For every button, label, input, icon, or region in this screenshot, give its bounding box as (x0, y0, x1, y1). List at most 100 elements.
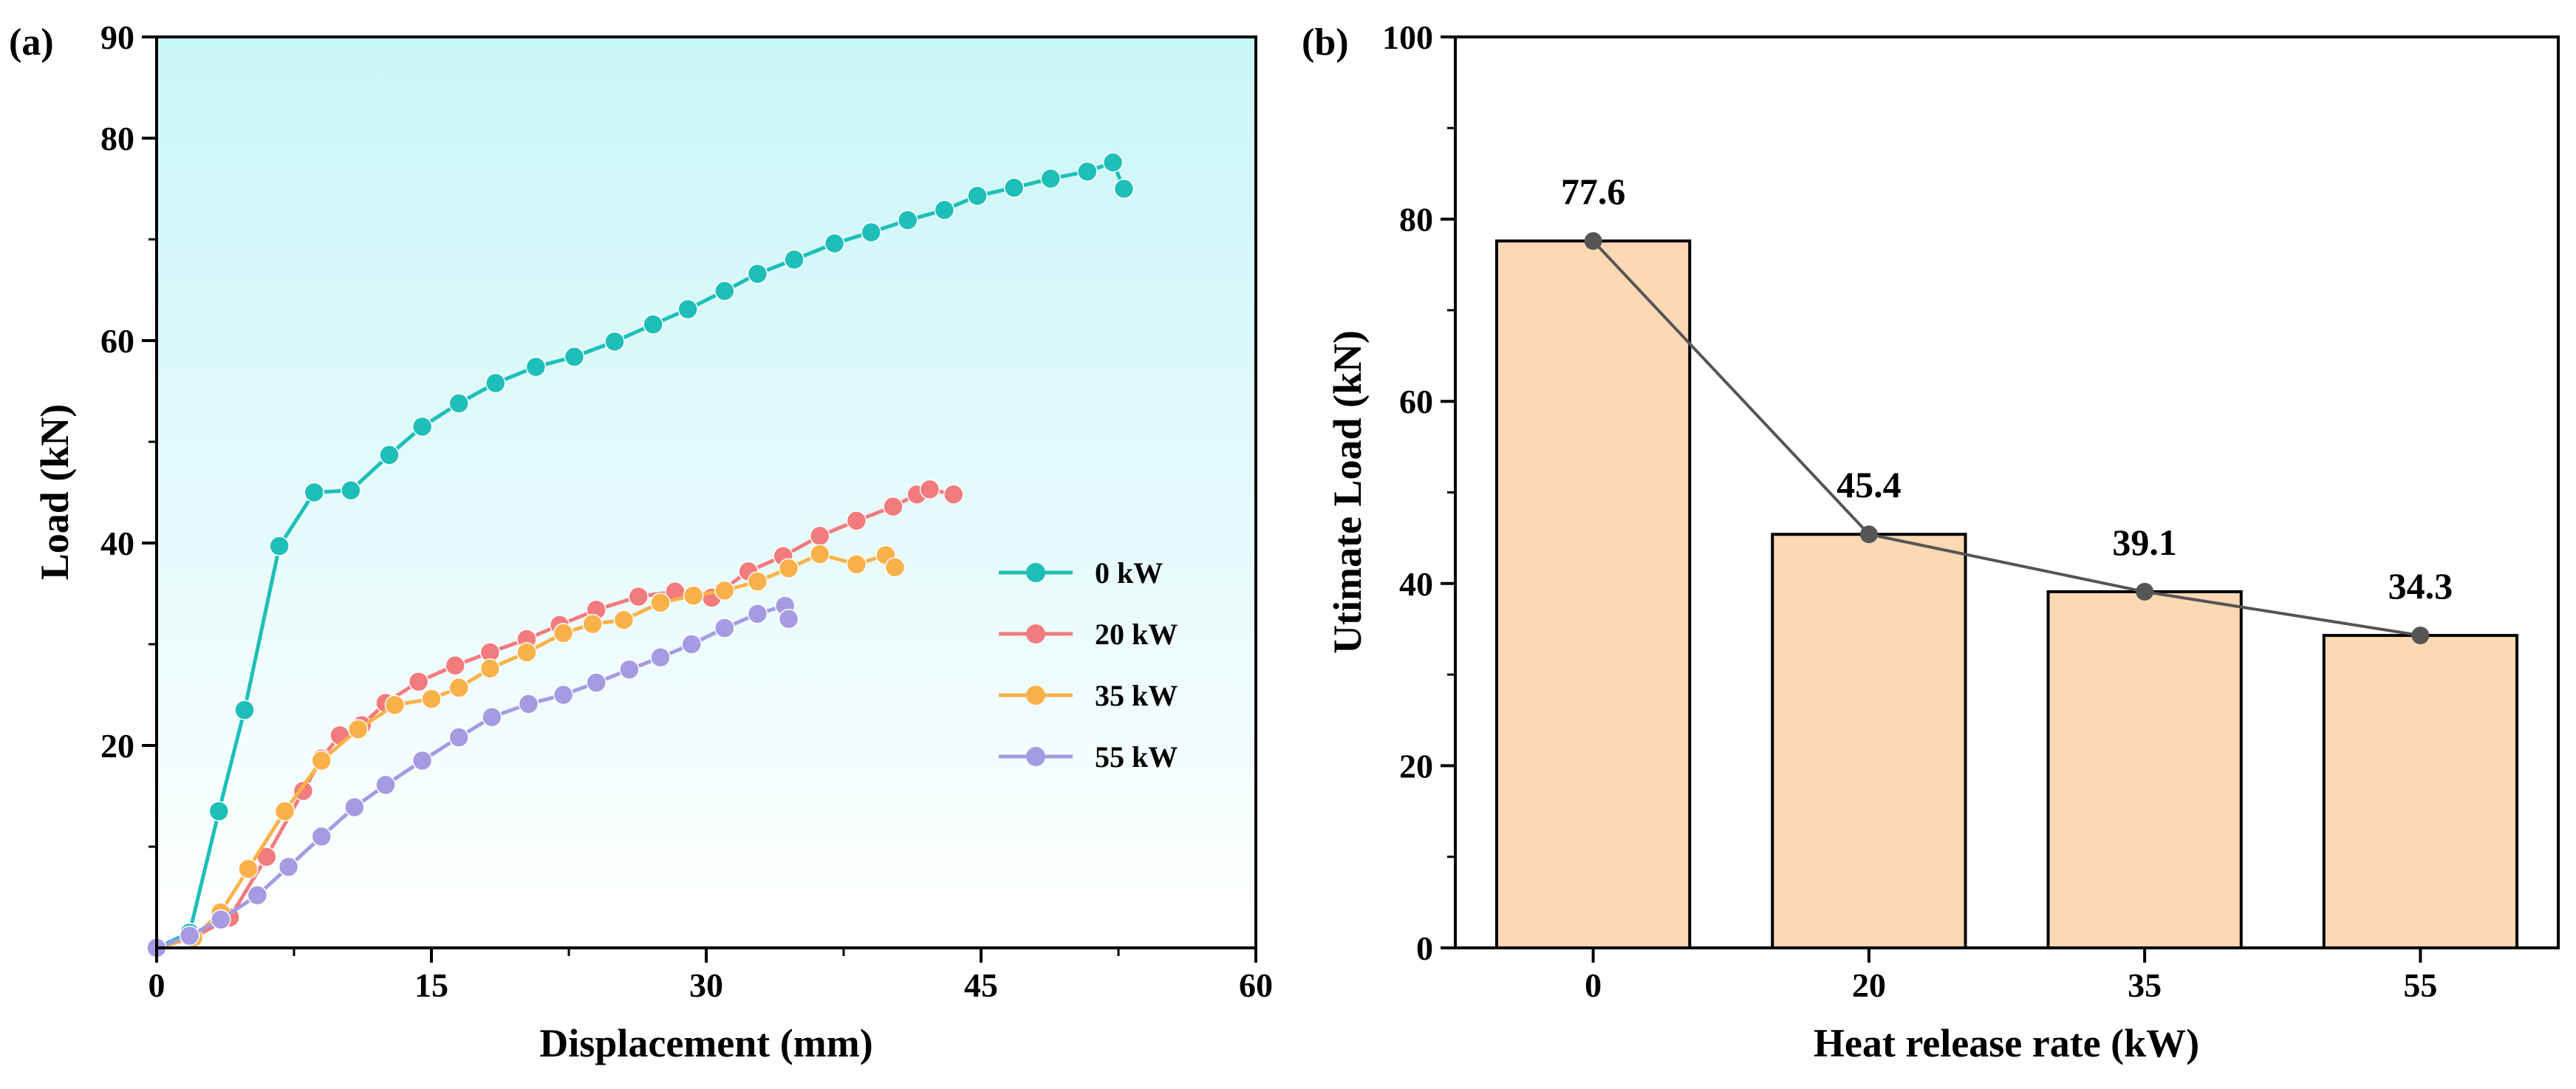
data-point-35-kw (884, 557, 906, 578)
data-point-20-kw (883, 496, 903, 517)
panel-b: (b) 77.6 45.4 39.1 34.3 0 20 35 55 0 20 40 60 80 10… (1302, 18, 2560, 1065)
data-point-35-kw (747, 571, 768, 592)
data-point-55-kw (278, 856, 299, 878)
data-point-0-kw (934, 199, 955, 221)
data-point-0-kw (379, 445, 400, 465)
panel-a-legend: 0 kW 20 kW 35 kW 55 kW (999, 556, 1178, 774)
legend-marker-20-kw (1026, 624, 1045, 644)
data-point-0-kw (448, 393, 469, 414)
data-point-35-kw (384, 694, 406, 715)
panel-b-label: (b) (1302, 21, 1349, 64)
data-point-35-kw (448, 677, 469, 698)
data-point-20-kw (293, 780, 314, 802)
y-tick-label: 40 (1399, 565, 1433, 603)
data-point-0-kw (269, 536, 290, 556)
data-point-0-kw (341, 480, 361, 501)
legend-entry-35-kw: 35 kW (999, 679, 1178, 712)
y-tick-label: 20 (100, 727, 134, 765)
data-point-55-kw (518, 694, 539, 714)
x-tick-label: 15 (414, 966, 448, 1004)
panel-a-y-axis-title: Load (kN) (33, 404, 77, 581)
panel-b-data-labels: 77.6 45.4 39.1 34.3 (1561, 171, 2453, 607)
data-point-0-kw (643, 314, 663, 335)
x-tick-label: 30 (689, 966, 723, 1004)
data-point-0-kw (898, 210, 918, 231)
data-point-0-kw (525, 356, 547, 378)
trend-point-20-kw (1859, 525, 1878, 544)
y-tick-label: 100 (1382, 18, 1433, 56)
panel-b-y-ticks: 0 20 40 60 80 100 (1382, 18, 1455, 967)
x-tick-label: 35 (2128, 966, 2162, 1004)
data-point-0-kw (1040, 168, 1061, 189)
legend-marker-0-kw (1026, 563, 1045, 582)
data-point-20-kw (408, 671, 429, 692)
y-tick-label: 60 (100, 322, 134, 360)
data-point-35-kw (553, 623, 574, 644)
data-point-35-kw (582, 613, 603, 635)
data-point-55-kw (747, 604, 768, 624)
data-point-0-kw (208, 801, 230, 822)
data-point-35-kw (348, 719, 369, 740)
data-label-20-kw: 45.4 (1837, 464, 1902, 505)
data-point-35-kw (311, 750, 332, 771)
legend-label-20-kw: 20 kW (1095, 618, 1178, 651)
trend-point-55-kw (2411, 627, 2430, 645)
data-label-0-kw: 77.6 (1561, 171, 1626, 212)
data-point-55-kw (179, 925, 200, 946)
data-point-35-kw (613, 610, 635, 630)
x-tick-label: 0 (148, 966, 165, 1004)
data-point-55-kw (553, 684, 574, 706)
data-point-55-kw (247, 885, 268, 906)
data-point-20-kw (329, 725, 350, 746)
y-tick-label: 0 (1416, 929, 1433, 967)
data-point-0-kw (824, 233, 845, 254)
data-point-55-kw (311, 826, 332, 847)
data-point-35-kw (274, 801, 295, 822)
bar-55-kw (2322, 634, 2519, 949)
data-point-55-kw (778, 609, 799, 629)
data-point-55-kw (586, 672, 607, 693)
panel-b-bars-group (1494, 239, 2519, 949)
data-point-0-kw (604, 331, 625, 352)
y-tick-label: 40 (100, 525, 134, 562)
bar-20-kw (1771, 533, 1967, 949)
x-tick-label: 0 (1585, 966, 1602, 1004)
legend-label-35-kw: 35 kW (1095, 679, 1178, 712)
data-point-35-kw (238, 858, 259, 879)
data-point-55-kw (681, 634, 702, 655)
data-point-35-kw (479, 658, 501, 679)
panel-b-x-ticks: 0 20 35 55 (1585, 948, 2437, 1004)
panel-a-x-ticks: 0 15 30 45 60 (148, 948, 1273, 1004)
y-tick-label: 20 (1399, 747, 1433, 785)
data-point-20-kw (846, 511, 867, 531)
data-point-0-kw (485, 372, 506, 394)
x-tick-label: 55 (2403, 966, 2437, 1004)
legend-marker-55-kw (1026, 747, 1045, 766)
data-point-55-kw (411, 750, 433, 771)
data-point-35-kw (421, 689, 442, 709)
data-point-0-kw (861, 222, 881, 243)
data-point-0-kw (747, 263, 768, 284)
data-point-35-kw (846, 554, 867, 575)
data-point-0-kw (1003, 177, 1025, 198)
data-point-20-kw (943, 484, 964, 505)
data-point-35-kw (650, 593, 671, 613)
bar-0-kw (1494, 239, 1692, 949)
data-point-35-kw (516, 642, 537, 663)
data-point-20-kw (919, 479, 940, 500)
data-point-35-kw (778, 558, 799, 578)
y-tick-label: 80 (100, 120, 134, 157)
trend-point-35-kw (2136, 582, 2154, 601)
data-point-20-kw (628, 586, 649, 607)
legend-label-0-kw: 0 kW (1095, 556, 1163, 590)
y-tick-label: 80 (1399, 201, 1433, 239)
data-point-55-kw (619, 659, 640, 680)
data-point-35-kw (683, 585, 704, 606)
y-tick-label: 60 (1399, 383, 1433, 420)
data-point-0-kw (1102, 152, 1124, 173)
panel-b-x-axis-title: Heat release rate (kW) (1814, 1021, 2199, 1065)
legend-entry-0-kw: 0 kW (999, 556, 1163, 590)
data-point-0-kw (1077, 161, 1098, 182)
data-point-55-kw (211, 909, 231, 930)
